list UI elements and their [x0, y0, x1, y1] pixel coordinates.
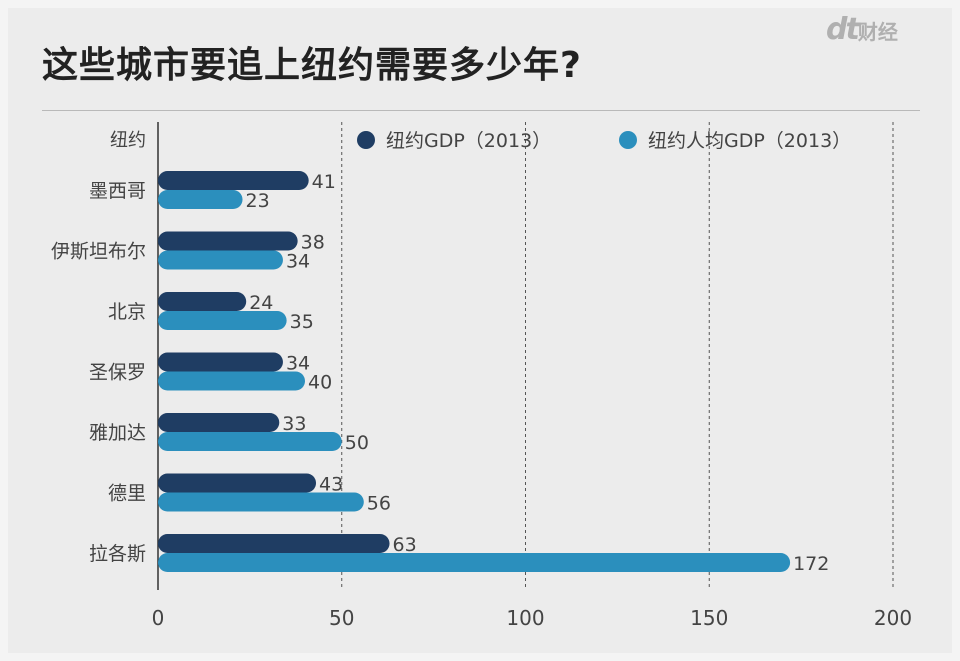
logo-dt: dt — [826, 12, 860, 47]
x-tick-label: 50 — [329, 606, 354, 630]
bar-gdp — [158, 352, 283, 372]
bar-per-capita — [158, 492, 364, 512]
x-tick-label: 100 — [506, 606, 544, 630]
title-divider — [42, 110, 920, 111]
category-label: 北京 — [108, 301, 146, 323]
bar-value-label: 34 — [286, 251, 310, 273]
bar-value-label: 33 — [282, 413, 306, 435]
legend-marker — [357, 131, 375, 149]
bar-gdp — [158, 473, 317, 493]
bar-value-label: 38 — [301, 232, 325, 254]
bar-gdp — [158, 171, 309, 190]
category-label: 伊斯坦布尔 — [51, 241, 146, 263]
bar-per-capita — [158, 190, 243, 209]
bar-value-label: 23 — [246, 190, 270, 212]
category-label: 雅加达 — [89, 422, 146, 444]
y-header-label: 纽约 — [110, 130, 146, 151]
bar-gdp — [158, 231, 298, 251]
bar-value-label: 50 — [345, 432, 369, 454]
x-tick-label: 150 — [690, 606, 728, 630]
bar-value-label: 56 — [367, 493, 391, 515]
bar-per-capita — [158, 371, 305, 391]
bar-per-capita — [158, 432, 342, 451]
bar-value-label: 24 — [249, 292, 273, 314]
category-label: 拉各斯 — [89, 543, 146, 565]
bar-per-capita — [158, 553, 791, 572]
legend-label: 纽约GDP（2013） — [386, 130, 551, 152]
logo-text: 财经 — [857, 20, 898, 44]
bar-value-label: 41 — [312, 171, 336, 193]
bar-gdp — [158, 413, 280, 432]
legend-label: 纽约人均GDP（2013） — [648, 130, 851, 152]
bar-per-capita — [158, 311, 287, 330]
bar-gdp — [158, 534, 390, 553]
bar-value-label: 35 — [290, 311, 314, 333]
category-label: 墨西哥 — [89, 180, 146, 202]
bar-value-label: 34 — [286, 353, 310, 375]
bar-value-label: 172 — [793, 553, 829, 575]
bar-gdp — [158, 292, 247, 311]
bar-value-label: 40 — [308, 372, 332, 394]
bar-value-label: 63 — [393, 534, 417, 556]
legend-marker — [619, 131, 637, 149]
category-label: 圣保罗 — [89, 362, 146, 384]
bar-per-capita — [158, 250, 283, 270]
brand-logo: dt财经 — [826, 12, 898, 47]
x-tick-label: 0 — [152, 606, 165, 630]
chart-title: 这些城市要追上纽约需要多少年? — [42, 45, 582, 86]
category-label: 德里 — [108, 483, 146, 505]
bar-value-label: 43 — [319, 474, 343, 496]
x-tick-label: 200 — [874, 606, 912, 630]
